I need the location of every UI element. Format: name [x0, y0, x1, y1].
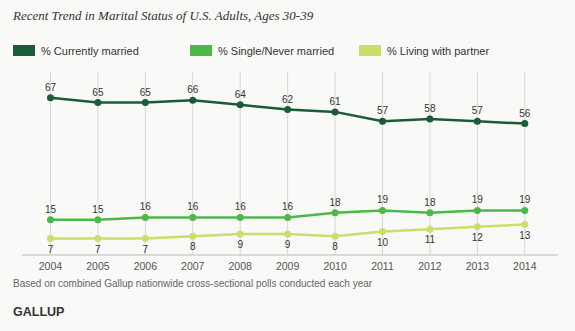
series-marker: [426, 226, 433, 233]
x-tick-label: 2013: [466, 260, 490, 272]
data-label: 7: [95, 244, 101, 255]
series-line: [50, 225, 524, 239]
series-marker: [237, 101, 244, 108]
data-label: 10: [377, 237, 389, 248]
series-marker: [426, 209, 433, 216]
data-label: 62: [282, 94, 294, 105]
x-tick-label: 2010: [323, 260, 347, 272]
legend-swatch: [190, 45, 212, 56]
series-marker: [474, 223, 481, 230]
grid: [50, 72, 524, 255]
data-label: 12: [472, 232, 484, 243]
series-marker: [94, 99, 101, 106]
data-label: 16: [187, 201, 199, 212]
data-label: 58: [424, 103, 436, 114]
data-label: 64: [235, 89, 247, 100]
series-marker: [237, 214, 244, 221]
legend-swatch: [359, 45, 381, 56]
data-label: 8: [190, 241, 196, 252]
x-tick-label: 2005: [86, 260, 110, 272]
data-label: 16: [140, 201, 152, 212]
series-marker: [474, 207, 481, 214]
data-label: 67: [45, 82, 57, 93]
series-marker: [521, 207, 528, 214]
data-label: 9: [285, 239, 291, 250]
series-marker: [47, 216, 54, 223]
data-label: 18: [329, 197, 341, 208]
series-marker: [379, 118, 386, 125]
data-label: 19: [377, 194, 389, 205]
data-label: 13: [519, 230, 531, 241]
series-marker: [332, 233, 339, 240]
legend: % Currently married % Single/Never marrie…: [13, 45, 489, 57]
series-marker: [379, 207, 386, 214]
series-marker: [189, 233, 196, 240]
plot-area: [47, 94, 528, 242]
data-label: 57: [472, 105, 484, 116]
series-marker: [521, 120, 528, 127]
data-label: 16: [235, 201, 247, 212]
series-marker: [189, 97, 196, 104]
x-tick-label: 2007: [181, 260, 205, 272]
data-labels: 67 65 65 66 64 62 61 57 58 57 56 15 15 16 16 16 16 18 19 18…: [45, 82, 531, 255]
data-label: 7: [48, 244, 54, 255]
data-label: 8: [332, 241, 338, 252]
data-label: 65: [140, 87, 152, 98]
data-label: 11: [425, 234, 436, 245]
series-marker: [142, 214, 149, 221]
series-marker: [474, 118, 481, 125]
footnote: Based on combined Gallup nationwide cros…: [13, 278, 373, 289]
series-marker: [47, 235, 54, 242]
series-marker: [189, 214, 196, 221]
x-tick-label: 2004: [39, 260, 63, 272]
series-marker: [521, 221, 528, 228]
data-label: 18: [424, 197, 436, 208]
background: [0, 0, 575, 331]
series-marker: [142, 99, 149, 106]
series-marker: [379, 228, 386, 235]
data-label: 19: [519, 194, 531, 205]
series-marker: [94, 235, 101, 242]
x-tick-label: 2014: [513, 260, 537, 272]
series-marker: [284, 230, 291, 237]
legend-label: % Single/Never married: [218, 45, 334, 57]
x-tick-label: 2008: [229, 260, 253, 272]
series-marker: [142, 235, 149, 242]
series-marker: [332, 108, 339, 115]
x-axis-line: [22, 255, 558, 256]
series-marker: [94, 216, 101, 223]
data-label: 15: [45, 204, 57, 215]
data-label: 7: [143, 244, 149, 255]
source: GALLUP: [13, 305, 64, 319]
data-label: 65: [92, 87, 104, 98]
series-marker: [284, 214, 291, 221]
series-marker: [332, 209, 339, 216]
data-label: 56: [519, 108, 531, 119]
data-label: 9: [237, 239, 243, 250]
data-label: 61: [329, 96, 341, 107]
x-tick-label: 2011: [371, 260, 394, 272]
data-label: 66: [187, 84, 199, 95]
legend-swatch: [13, 45, 35, 56]
data-label: 15: [92, 204, 104, 215]
x-tick-label: 2006: [134, 260, 158, 272]
legend-label: % Currently married: [41, 45, 139, 57]
series-marker: [426, 115, 433, 122]
series-marker: [284, 106, 291, 113]
legend-label: % Living with partner: [387, 45, 489, 57]
series-marker: [47, 94, 54, 101]
x-ticks: 2004 2005 2006 2007 2008 2009 2010 2011 2012 2013…: [39, 260, 537, 272]
data-label: 19: [472, 194, 484, 205]
series-marker: [237, 230, 244, 237]
chart: Recent Trend in Marital Status of U.S. A…: [0, 0, 575, 331]
data-label: 57: [377, 105, 389, 116]
title: Recent Trend in Marital Status of U.S. A…: [12, 8, 314, 23]
data-label: 16: [282, 201, 294, 212]
x-tick-label: 2012: [418, 260, 442, 272]
x-tick-label: 2009: [276, 260, 300, 272]
grid-line: [382, 72, 383, 255]
